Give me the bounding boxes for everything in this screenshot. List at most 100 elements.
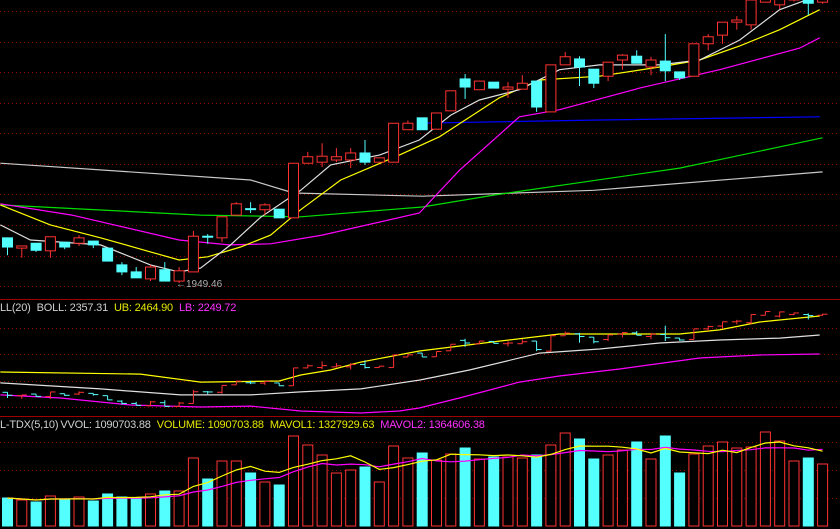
candle [674, 71, 686, 80]
candle-body [702, 36, 714, 45]
ma20-line [0, 37, 820, 246]
ohlc-bar [560, 331, 571, 337]
ohlc-bar [131, 401, 142, 406]
ohlc-bar [774, 311, 785, 318]
volume-bar [302, 444, 314, 527]
volume-bar [288, 435, 299, 527]
ohlc-bar [331, 362, 342, 368]
ohlc-bar [631, 330, 642, 336]
ohlc-bar [174, 401, 185, 408]
candle [216, 216, 228, 243]
ohlc-bar [431, 350, 442, 358]
boll-mid-value: BOLL: 2357.31 [36, 302, 109, 314]
candle-body [731, 19, 743, 23]
volume-bar [759, 431, 771, 527]
volume-bar [30, 501, 42, 527]
ohlc-bar [202, 391, 213, 395]
candle [44, 236, 56, 258]
volume-bar [502, 456, 514, 527]
candle-body [774, 0, 786, 6]
ohlc-bar [760, 311, 771, 316]
ohlc-bar [503, 341, 513, 347]
volume-bar [645, 458, 657, 527]
candle-body [130, 271, 142, 279]
candle-body [431, 112, 442, 130]
volume-bar [631, 441, 643, 527]
volume-bar [802, 457, 814, 527]
volume-bar [488, 456, 500, 527]
candle [30, 242, 42, 252]
candle [388, 122, 400, 163]
volume-bar [259, 481, 271, 527]
candle [774, 0, 786, 10]
candle-body [2, 237, 13, 248]
candle-body [87, 240, 99, 246]
volume-bar [73, 496, 85, 527]
candle [173, 267, 185, 283]
ohlc-bar [488, 340, 499, 344]
candle [402, 120, 414, 131]
candle-body [473, 80, 485, 91]
volume-bar [245, 472, 257, 527]
volume-bar [473, 458, 485, 527]
ohlc-bar [88, 392, 99, 396]
candle-body [187, 235, 199, 273]
candle-body [516, 82, 528, 90]
volume-bar [373, 481, 385, 527]
ma5-line [0, 0, 809, 273]
candle [473, 80, 485, 91]
ohlc-bar [159, 400, 170, 407]
candle [802, 0, 814, 16]
candle [187, 230, 199, 273]
volume-bar [330, 472, 342, 527]
candle [745, 0, 757, 30]
ohlc-bar [445, 343, 456, 352]
ohlc-bar [531, 340, 542, 352]
boll-indicator-name[interactable]: LL(20) [0, 302, 31, 314]
candle [502, 82, 514, 98]
candle [431, 112, 442, 130]
candle-body [445, 90, 457, 112]
candle-body [545, 64, 557, 113]
ohlc-bar [417, 352, 428, 358]
ohlc-bar [345, 362, 356, 370]
candle [717, 21, 728, 44]
candle [202, 234, 214, 244]
volume-bar [431, 459, 442, 527]
ohlc-bar [717, 321, 728, 329]
boll-lb-value: LB: 2249.72 [178, 302, 237, 314]
candle [130, 267, 142, 279]
candle [102, 247, 114, 262]
mavol1-value: MAVOL1: 1327929.63 [269, 419, 375, 431]
volume-bar [545, 444, 557, 527]
volume-bar [402, 457, 414, 527]
ohlc-bar [660, 325, 671, 342]
ohlc-bar [460, 338, 471, 347]
volume-bar [388, 445, 400, 527]
candle [731, 16, 743, 30]
candle-body [574, 58, 585, 68]
volume-bar [145, 493, 156, 527]
volume-indicator-name[interactable]: L-TDX(5,10) [0, 419, 59, 431]
candle [330, 148, 342, 163]
boll-mid-band [0, 334, 820, 396]
volume-header: L-TDX(5,10) VVOL: 1090703.88 VOLUME: 10907… [0, 419, 491, 431]
candle-body [588, 68, 600, 84]
ohlc-bar [74, 391, 84, 395]
volume-bar [574, 438, 585, 527]
candle-body [273, 208, 285, 219]
volume-bar [745, 446, 757, 527]
ohlc-bar [145, 401, 156, 407]
ohlc-bar [374, 365, 385, 369]
candle-body [145, 266, 156, 280]
mavol2-value: MAVOL2: 1364606.38 [380, 419, 485, 431]
volume-bar [516, 457, 528, 527]
candle-body [559, 56, 571, 66]
candle [245, 202, 257, 213]
candle [559, 51, 571, 66]
ohlc-bar [288, 367, 299, 387]
candle [16, 245, 28, 258]
volume-bar [202, 478, 214, 527]
ohlc-bar [574, 332, 585, 343]
volume-bar [359, 466, 371, 527]
